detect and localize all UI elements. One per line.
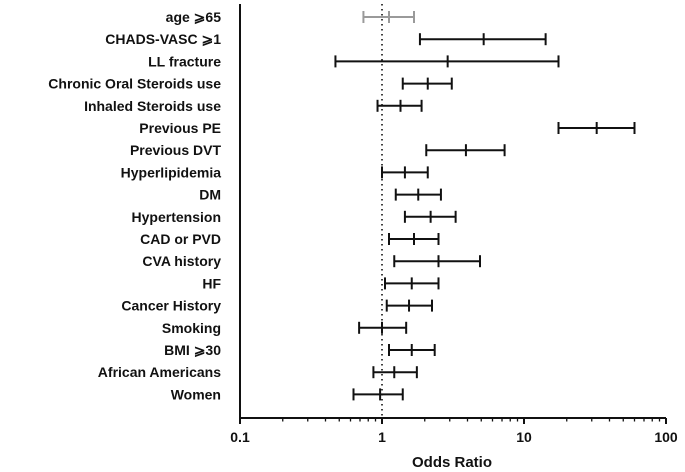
x-axis-title: Odds Ratio: [412, 454, 492, 471]
row-label: Hyperlipidemia: [121, 164, 222, 180]
row-label: Cancer History: [121, 298, 221, 314]
row-label: Chronic Oral Steroids use: [48, 76, 221, 92]
forest-row: Hypertension: [132, 209, 457, 225]
x-tick-label: 100: [654, 429, 678, 445]
forest-rows: age ⩾65 CHADS-VASC ⩾1 LL fracture Chronic O…: [48, 9, 636, 402]
forest-row: Previous DVT: [130, 142, 506, 158]
row-label: Previous DVT: [130, 142, 221, 158]
row-label: Previous PE: [139, 120, 221, 136]
forest-row: BMI ⩾30: [164, 342, 436, 358]
row-label: age ⩾65: [166, 9, 222, 25]
forest-row: CHADS-VASC ⩾1: [105, 31, 547, 47]
row-label: CAD or PVD: [140, 231, 221, 247]
forest-row: African Americans: [98, 364, 418, 380]
x-tick-label: 1: [378, 429, 386, 445]
row-label: BMI ⩾30: [164, 342, 221, 358]
forest-row: Inhaled Steroids use: [84, 98, 423, 114]
row-label: Smoking: [162, 320, 221, 336]
row-label: Women: [171, 386, 221, 402]
row-label: DM: [199, 187, 221, 203]
x-tick-label: 0.1: [230, 429, 250, 445]
forest-row: Women: [171, 386, 404, 402]
forest-row: Smoking: [162, 320, 408, 336]
forest-row: age ⩾65: [166, 9, 415, 25]
forest-row: CVA history: [142, 253, 482, 269]
forest-row: LL fracture: [148, 53, 560, 69]
forest-row: Hyperlipidemia: [121, 164, 429, 180]
row-label: CHADS-VASC ⩾1: [105, 31, 221, 47]
forest-row: HF: [202, 275, 440, 291]
row-label: Hypertension: [132, 209, 221, 225]
x-tick-label: 10: [516, 429, 532, 445]
forest-row: Cancer History: [121, 298, 434, 314]
forest-row: CAD or PVD: [140, 231, 440, 247]
row-label: African Americans: [98, 364, 221, 380]
row-label: HF: [202, 275, 221, 291]
x-axis-ticks: 0.1 1 10 100: [230, 418, 678, 445]
forest-row: Chronic Oral Steroids use: [48, 76, 453, 92]
forest-row: Previous PE: [139, 120, 636, 136]
row-label: LL fracture: [148, 53, 221, 69]
row-label: Inhaled Steroids use: [84, 98, 221, 114]
forest-row: DM: [199, 187, 442, 203]
row-label: CVA history: [142, 253, 221, 269]
